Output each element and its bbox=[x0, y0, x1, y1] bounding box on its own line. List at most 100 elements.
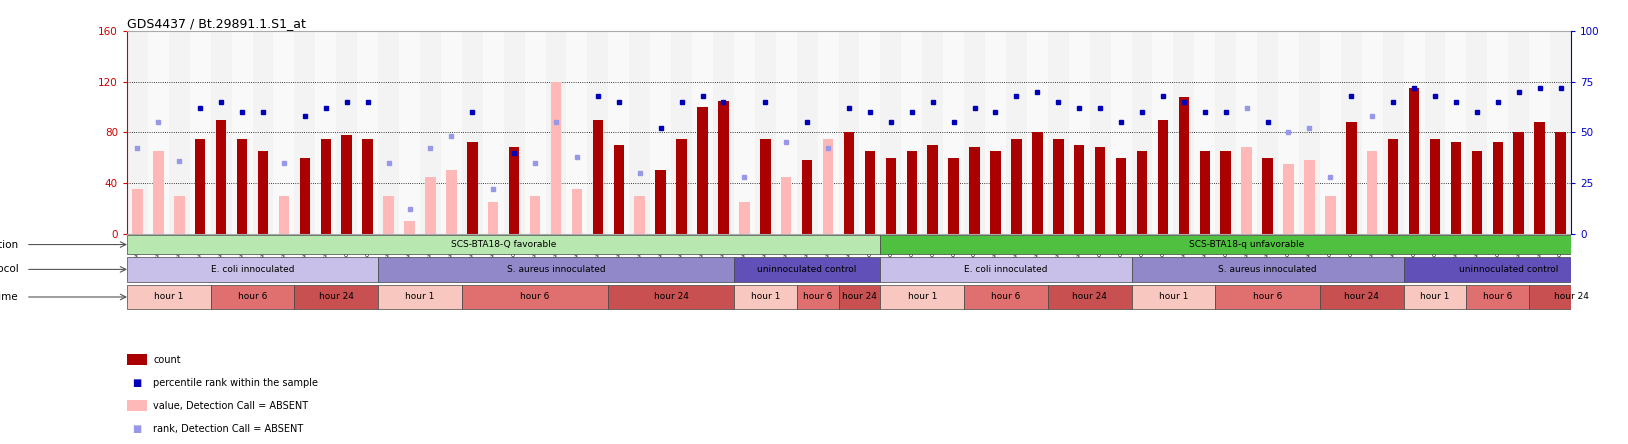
Bar bbox=[1053, 139, 1063, 234]
Bar bbox=[300, 158, 309, 234]
Bar bbox=[881, 285, 964, 309]
Bar bbox=[529, 195, 540, 234]
Bar bbox=[593, 119, 602, 234]
Bar bbox=[231, 31, 252, 234]
Bar bbox=[1006, 31, 1027, 234]
Bar bbox=[1299, 31, 1320, 234]
Bar bbox=[1110, 31, 1131, 234]
Bar bbox=[609, 31, 630, 234]
Bar bbox=[796, 31, 817, 234]
Bar bbox=[609, 285, 734, 309]
Bar bbox=[1403, 285, 1467, 309]
Bar bbox=[1131, 285, 1214, 309]
Bar bbox=[337, 31, 357, 234]
Bar bbox=[803, 160, 812, 234]
Bar bbox=[928, 145, 938, 234]
Bar bbox=[567, 31, 588, 234]
Bar bbox=[760, 139, 770, 234]
Bar bbox=[1131, 257, 1403, 282]
Bar bbox=[420, 31, 441, 234]
Bar bbox=[295, 285, 378, 309]
Bar bbox=[843, 132, 855, 234]
Bar bbox=[588, 31, 609, 234]
Bar bbox=[1131, 31, 1153, 234]
Bar bbox=[1451, 143, 1462, 234]
Bar bbox=[1368, 151, 1377, 234]
Bar bbox=[718, 101, 729, 234]
Bar bbox=[462, 31, 484, 234]
Bar bbox=[635, 195, 645, 234]
Bar bbox=[1320, 285, 1403, 309]
Bar bbox=[1508, 31, 1529, 234]
Bar bbox=[1514, 132, 1524, 234]
Bar bbox=[697, 107, 708, 234]
Bar bbox=[524, 31, 545, 234]
Bar bbox=[236, 139, 247, 234]
Bar bbox=[174, 195, 184, 234]
Bar bbox=[488, 202, 498, 234]
Text: S. aureus innoculated: S. aureus innoculated bbox=[506, 265, 606, 274]
Bar bbox=[881, 257, 1131, 282]
Bar bbox=[148, 31, 169, 234]
Bar bbox=[1325, 195, 1335, 234]
Bar bbox=[446, 170, 456, 234]
Bar bbox=[964, 31, 985, 234]
Bar bbox=[278, 195, 290, 234]
Bar bbox=[864, 151, 876, 234]
Bar bbox=[817, 31, 838, 234]
Bar bbox=[1550, 31, 1571, 234]
Bar bbox=[1403, 31, 1424, 234]
Text: protocol: protocol bbox=[0, 264, 18, 274]
Bar bbox=[1278, 31, 1299, 234]
Bar bbox=[425, 177, 436, 234]
Text: rank, Detection Call = ABSENT: rank, Detection Call = ABSENT bbox=[153, 424, 303, 434]
Bar bbox=[1096, 147, 1105, 234]
Bar bbox=[1472, 151, 1481, 234]
Bar bbox=[383, 195, 394, 234]
Bar bbox=[1195, 31, 1214, 234]
Text: hour 6: hour 6 bbox=[238, 293, 267, 301]
Bar bbox=[886, 158, 895, 234]
Bar bbox=[796, 285, 838, 309]
Bar bbox=[739, 202, 749, 234]
Bar bbox=[734, 257, 881, 282]
Text: hour 6: hour 6 bbox=[521, 293, 550, 301]
Text: SCS-BTA18-Q favorable: SCS-BTA18-Q favorable bbox=[451, 240, 557, 249]
Bar bbox=[1136, 151, 1148, 234]
Text: hour 24: hour 24 bbox=[1345, 293, 1379, 301]
Text: ■: ■ bbox=[132, 424, 142, 434]
Bar bbox=[357, 31, 378, 234]
Bar bbox=[132, 189, 143, 234]
Bar bbox=[378, 285, 462, 309]
Bar bbox=[990, 151, 1001, 234]
Bar bbox=[630, 31, 650, 234]
Bar bbox=[1048, 285, 1131, 309]
Bar bbox=[907, 151, 917, 234]
Bar bbox=[1320, 31, 1341, 234]
Text: hour 1: hour 1 bbox=[405, 293, 435, 301]
Bar bbox=[1174, 31, 1195, 234]
Bar bbox=[781, 177, 791, 234]
Bar bbox=[838, 285, 881, 309]
Bar bbox=[1424, 31, 1446, 234]
Bar bbox=[503, 31, 524, 234]
Bar bbox=[316, 31, 337, 234]
Bar bbox=[902, 31, 921, 234]
Bar bbox=[127, 257, 378, 282]
Bar bbox=[1214, 31, 1236, 234]
Bar bbox=[1389, 139, 1398, 234]
Bar bbox=[1115, 158, 1127, 234]
Bar bbox=[1214, 285, 1320, 309]
Bar bbox=[860, 31, 881, 234]
Bar bbox=[1408, 88, 1420, 234]
Bar bbox=[943, 31, 964, 234]
Bar bbox=[363, 139, 373, 234]
Text: percentile rank within the sample: percentile rank within the sample bbox=[153, 378, 317, 388]
Text: hour 6: hour 6 bbox=[991, 293, 1021, 301]
Bar bbox=[510, 147, 519, 234]
Bar bbox=[1200, 151, 1210, 234]
Bar bbox=[777, 31, 796, 234]
Bar bbox=[1242, 147, 1252, 234]
Bar bbox=[969, 147, 980, 234]
Text: hour 24: hour 24 bbox=[1073, 293, 1107, 301]
